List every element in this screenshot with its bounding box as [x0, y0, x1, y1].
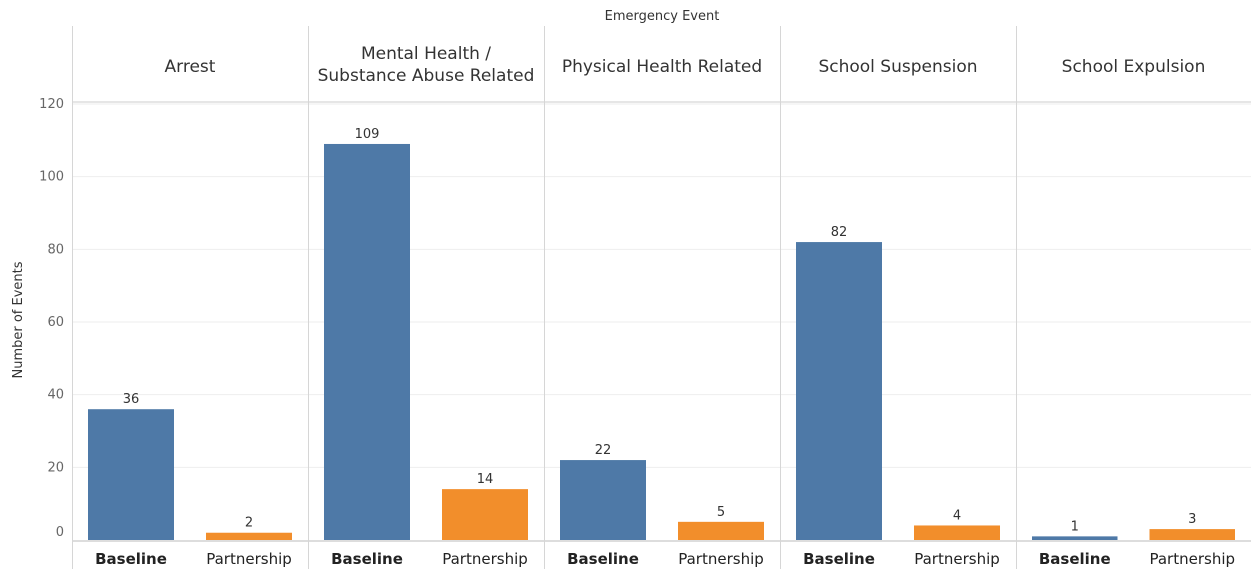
- x-tick-arrest-partnership: Partnership: [206, 550, 292, 568]
- panel-title-physical-health-related: Physical Health Related: [562, 57, 762, 77]
- bar-arrest-partnership: [206, 532, 292, 540]
- y-tick-label: 60: [47, 315, 64, 330]
- panel-title-mental-health-substance-abuse-related: Mental Health / Substance Abuse Related: [318, 44, 535, 86]
- x-tick-physical-health-related-baseline: Baseline: [567, 550, 639, 568]
- panel-title-school-suspension: School Suspension: [818, 57, 977, 77]
- y-tick-label: 40: [47, 388, 64, 403]
- x-tick-mental-health-substance-abuse-related-baseline: Baseline: [331, 550, 403, 568]
- x-tick-physical-health-related-partnership: Partnership: [678, 550, 764, 568]
- panel-headers: Arrest Mental Health / Substance Abuse Rel…: [165, 44, 1206, 86]
- data-label-arrest-baseline: 36: [123, 392, 140, 407]
- bar-school-expulsion-partnership: [1149, 529, 1235, 540]
- y-axis-label: Number of Events: [11, 261, 26, 378]
- data-label-school-expulsion-partnership: 3: [1188, 512, 1196, 527]
- grid-layer: [72, 103, 1251, 468]
- x-tick-school-suspension-baseline: Baseline: [803, 550, 875, 568]
- data-label-physical-health-related-baseline: 22: [595, 443, 612, 458]
- x-tick-school-expulsion-baseline: Baseline: [1039, 550, 1111, 568]
- x-tick-arrest-baseline: Baseline: [95, 550, 167, 568]
- panel-title-school-expulsion: School Expulsion: [1062, 57, 1206, 77]
- data-label-arrest-partnership: 2: [245, 516, 253, 531]
- bar-school-suspension-partnership: [914, 525, 1000, 540]
- x-tick-school-expulsion-partnership: Partnership: [1149, 550, 1235, 568]
- bar-mental-health-substance-abuse-related-partnership: [442, 489, 528, 540]
- bar-mental-health-substance-abuse-related-baseline: [324, 143, 410, 540]
- y-tick-label: 100: [39, 170, 64, 185]
- data-label-school-suspension-partnership: 4: [953, 508, 961, 523]
- y-tick-label: 80: [47, 242, 64, 257]
- y-tick-label: 0: [56, 525, 64, 540]
- x-tick-school-suspension-partnership: Partnership: [914, 550, 1000, 568]
- data-label-school-suspension-baseline: 82: [831, 225, 848, 240]
- y-tick-label: 20: [47, 460, 64, 475]
- bar-physical-health-related-baseline: [560, 460, 646, 540]
- frame-lines: [72, 26, 1251, 569]
- bar-physical-health-related-partnership: [678, 521, 764, 540]
- bar-school-suspension-baseline: [796, 242, 882, 541]
- bar-school-expulsion-baseline: [1032, 536, 1118, 540]
- chart-title: Emergency Event: [605, 9, 720, 24]
- panel-title-arrest: Arrest: [165, 57, 216, 77]
- y-ticks: 0 20 40 60 80 100 120: [39, 97, 64, 540]
- x-tick-mental-health-substance-abuse-related-partnership: Partnership: [442, 550, 528, 568]
- data-label-school-expulsion-baseline: 1: [1071, 519, 1079, 534]
- data-label-mental-health-substance-abuse-related-baseline: 109: [355, 127, 380, 142]
- bar-arrest-baseline: [88, 409, 174, 540]
- data-label-mental-health-substance-abuse-related-partnership: 14: [477, 472, 494, 487]
- y-tick-label: 120: [39, 97, 64, 112]
- data-label-physical-health-related-partnership: 5: [717, 505, 725, 520]
- bars-layer: 36 2 109 14 22 5 82 4 1 3: [88, 127, 1235, 541]
- x-ticks: Baseline Partnership Baseline Partnership Ba…: [95, 550, 1235, 568]
